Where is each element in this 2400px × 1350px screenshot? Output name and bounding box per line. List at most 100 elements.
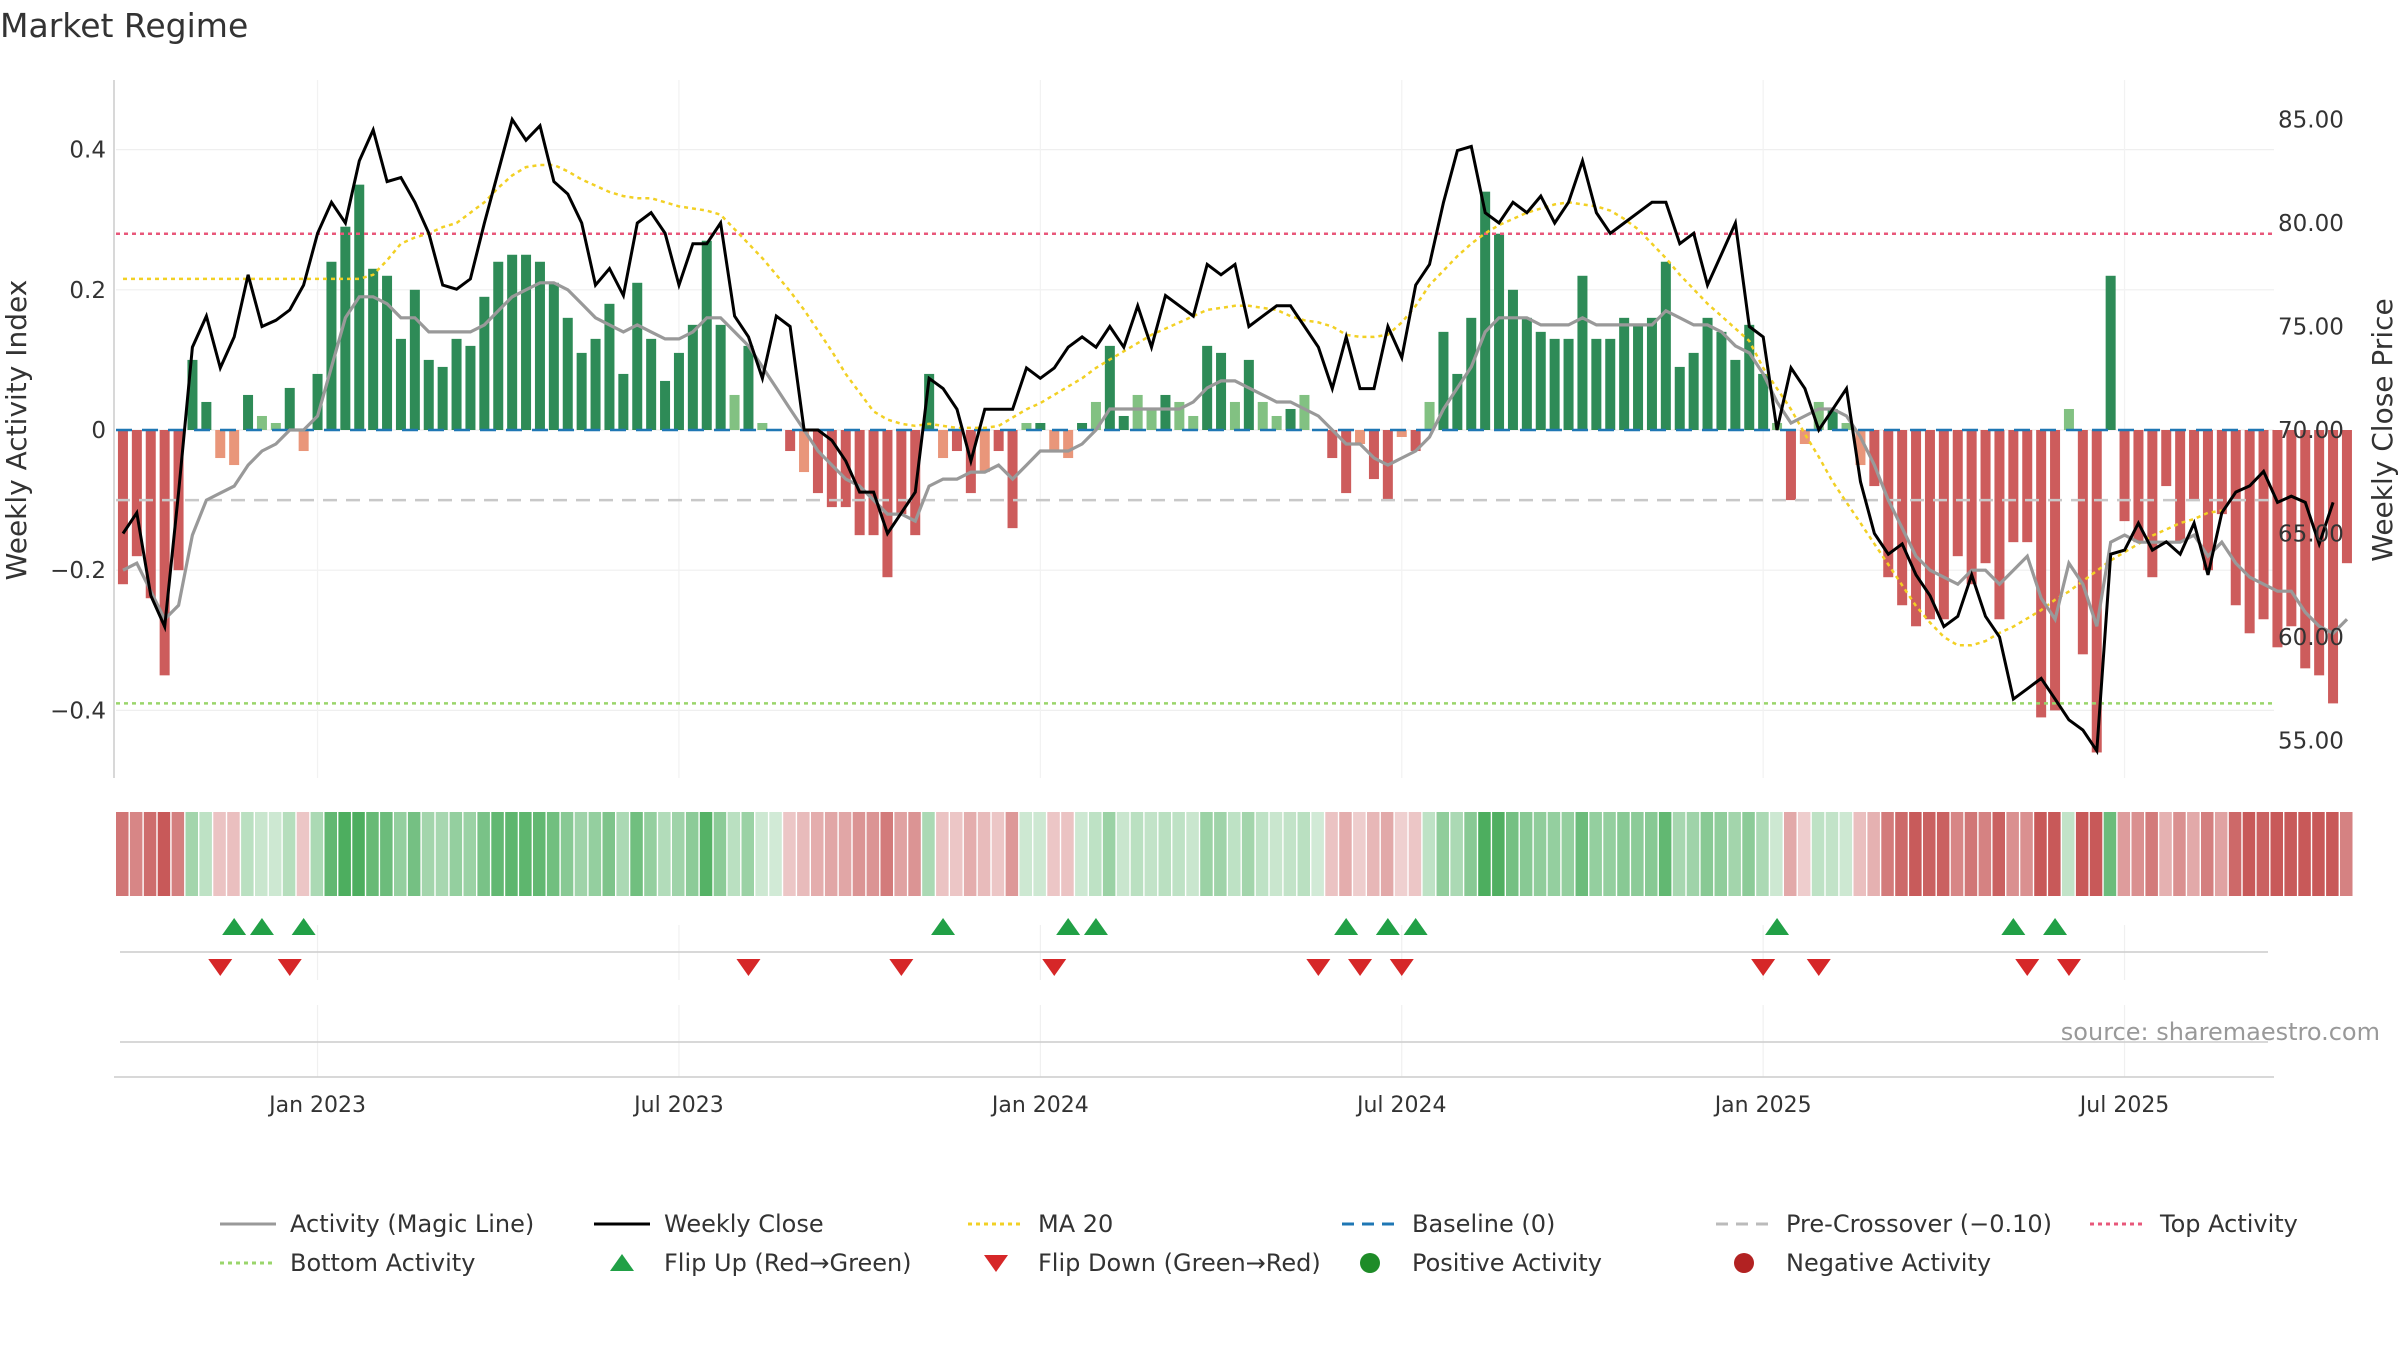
regime-cell	[1992, 812, 2006, 896]
regime-cell	[1422, 812, 1436, 896]
regime-cell	[2242, 812, 2256, 896]
regime-cell	[394, 812, 407, 896]
regime-cell	[1408, 812, 1422, 896]
regime-cell	[2201, 812, 2214, 896]
activity-bar	[1952, 430, 1963, 557]
regime-cell	[338, 812, 351, 896]
regime-cell	[1923, 812, 1936, 896]
regime-cell	[143, 812, 157, 896]
activity-bar	[1605, 338, 1616, 430]
activity-bar	[1507, 289, 1518, 430]
activity-bar	[2272, 430, 2283, 648]
activity-bar	[882, 430, 893, 578]
activity-bar	[354, 184, 365, 430]
regime-cell	[1589, 812, 1602, 896]
regime-cell	[1645, 812, 1658, 896]
activity-bar	[604, 303, 615, 430]
right-tick-label: 70.00	[2278, 418, 2344, 444]
activity-bar	[2328, 430, 2339, 704]
activity-bar	[1160, 394, 1171, 430]
regime-cell	[1464, 812, 1477, 896]
left-tick-label: −0.2	[50, 558, 106, 584]
activity-bar	[395, 338, 406, 430]
activity-bar	[1549, 338, 1560, 430]
flip-down-marker	[1389, 959, 1414, 976]
regime-cell	[1228, 812, 1241, 896]
regime-cell	[1283, 812, 1297, 896]
regime-cell	[1575, 812, 1589, 896]
regime-cell	[1714, 812, 1728, 896]
regime-cell	[255, 812, 268, 896]
legend-swatch	[984, 1255, 1008, 1272]
regime-cell	[852, 812, 866, 896]
activity-bar	[896, 430, 907, 515]
regime-cell	[1255, 812, 1269, 896]
regime-cell	[2173, 812, 2186, 896]
activity-bar	[1577, 275, 1588, 430]
activity-bar	[312, 373, 323, 430]
legend-swatch	[610, 1254, 634, 1271]
activity-bar	[1341, 430, 1352, 494]
activity-bar	[938, 430, 949, 459]
activity-bar	[1813, 401, 1824, 430]
activity-bar	[2244, 430, 2255, 634]
regime-cell	[1506, 812, 1519, 896]
regime-cell	[1367, 812, 1380, 896]
activity-bar	[1841, 422, 1852, 430]
regime-cell	[1547, 812, 1561, 896]
regime-cell	[811, 812, 824, 896]
regime-cell	[2062, 812, 2075, 896]
regime-cell	[1728, 812, 1741, 896]
activity-bar	[1980, 430, 1991, 564]
activity-bar	[507, 254, 518, 430]
regime-cell	[1297, 812, 1311, 896]
flip-down-marker	[277, 959, 302, 976]
regime-cell	[1672, 812, 1686, 896]
activity-bar	[743, 345, 754, 430]
activity-bar	[1521, 317, 1532, 430]
regime-cell	[574, 812, 588, 896]
activity-bar	[229, 430, 240, 466]
reference-lines	[116, 232, 2274, 705]
series-lines	[121, 115, 2349, 756]
regime-cell	[769, 812, 782, 896]
regime-cell	[727, 812, 741, 896]
regime-strip	[116, 812, 2353, 896]
activity-bar	[2175, 430, 2186, 543]
activity-bar	[1716, 331, 1727, 430]
activity-bar	[576, 352, 587, 430]
regime-cell	[1116, 812, 1130, 896]
activity-bar	[1118, 415, 1129, 430]
activity-bar	[660, 380, 671, 430]
regime-cell	[1700, 812, 1714, 896]
activity-bar	[1285, 408, 1296, 430]
regime-cell	[1784, 812, 1797, 896]
activity-bar	[159, 430, 170, 676]
legend-swatch	[1734, 1253, 1754, 1273]
regime-cell	[1241, 812, 1255, 896]
activity-bar	[1049, 430, 1060, 452]
activity-bar	[1758, 373, 1769, 430]
regime-cell	[171, 812, 185, 896]
activity-bar	[1299, 394, 1310, 430]
activity-bar	[1646, 317, 1657, 430]
regime-cell	[1436, 812, 1450, 896]
regime-cell	[1200, 812, 1213, 896]
activity-bar	[729, 394, 740, 430]
regime-cell	[1047, 812, 1060, 896]
chart-title: Market Regime	[0, 6, 248, 45]
activity-bar	[270, 422, 281, 430]
activity-bar	[618, 373, 629, 430]
activity-bar	[2161, 430, 2172, 487]
activity-bar	[1744, 324, 1755, 430]
activity-bar	[187, 359, 198, 430]
regime-cell	[1797, 812, 1811, 896]
activity-bar	[854, 430, 865, 536]
regime-cell	[2228, 812, 2242, 896]
right-tick-label: 60.00	[2278, 625, 2344, 651]
activity-bar	[326, 261, 337, 430]
activity-bar	[1188, 415, 1199, 430]
legend-label: Activity (Magic Line)	[290, 1210, 534, 1238]
activity-bar	[2077, 430, 2088, 655]
regime-cell	[519, 812, 532, 896]
